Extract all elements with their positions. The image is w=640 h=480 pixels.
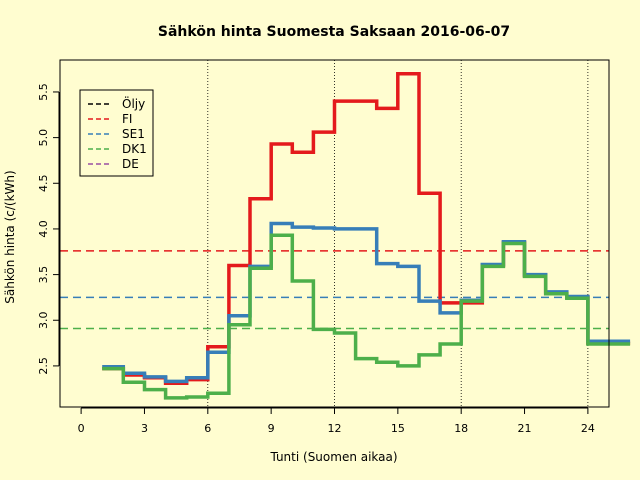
x-tick-label: 3 [141, 422, 148, 435]
x-axis: 0 3 6 9 12 15 18 21 24 [78, 407, 595, 435]
x-tick-label: 15 [391, 422, 405, 435]
x-tick-label: 21 [518, 422, 532, 435]
series-line-se1 [102, 221, 631, 384]
mean-lines [60, 250, 609, 330]
y-tick-label: 5.5 [37, 83, 50, 101]
series-lines [102, 71, 631, 400]
x-tick-label: 9 [268, 422, 275, 435]
x-tick-label: 6 [204, 422, 211, 435]
x-tick-label: 0 [78, 422, 85, 435]
y-tick-label: 5.0 [37, 129, 50, 147]
chart-title: Sähkön hinta Suomesta Saksaan 2016-06-07 [158, 24, 510, 40]
legend-label: DK1 [122, 142, 147, 156]
y-tick-label: 3.0 [37, 312, 50, 330]
plot-frame [59, 59, 610, 408]
x-tick-label: 12 [328, 422, 342, 435]
x-tick-label: 18 [454, 422, 468, 435]
legend-box [79, 89, 154, 177]
y-tick-label: 2.5 [37, 357, 50, 375]
y-tick-label: 4.0 [37, 220, 50, 238]
legend-label: FI [122, 112, 132, 126]
y-tick-label: 4.5 [37, 175, 50, 193]
y-axis-label: Sähkön hinta (c/(kWh) [3, 170, 17, 303]
y-axis: 2.5 3.0 3.5 4.0 4.5 5.0 5.5 [37, 83, 60, 375]
series-line-dk1 [102, 233, 631, 400]
x-axis-label: Tunti (Suomen aikaa) [269, 450, 397, 464]
y-tick-label: 3.5 [37, 266, 50, 284]
x-tick-label: 24 [581, 422, 595, 435]
legend-label: Öljy [122, 95, 145, 111]
vertical-gridlines [207, 60, 589, 407]
legend-label: SE1 [122, 127, 145, 141]
legend-label: DE [122, 157, 139, 171]
